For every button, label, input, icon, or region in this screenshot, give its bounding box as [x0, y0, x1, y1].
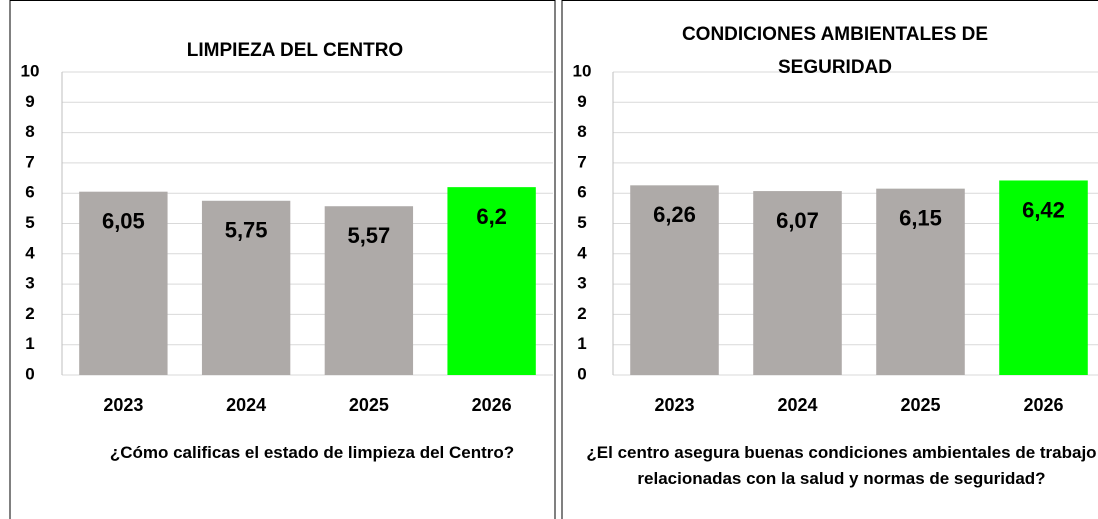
chart-title: LIMPIEZA DEL CENTRO: [186, 40, 404, 61]
data-label: 5,57: [347, 223, 390, 248]
bar: [201, 200, 291, 375]
axis-label: ¿Cómo calificas el estado de limpieza de…: [109, 443, 515, 462]
x-tick-label: 2025: [349, 395, 389, 415]
axis-label: ¿El centro asegura buenas condiciones am…: [586, 443, 1097, 488]
x-tick-label: 2026: [1023, 395, 1063, 415]
data-label: 5,75: [225, 218, 268, 243]
x-tick-label: 2023: [103, 395, 143, 415]
data-label: 6,26: [653, 202, 696, 227]
data-label: 6,05: [102, 208, 145, 233]
x-tick-label: 2024: [777, 395, 817, 415]
y-tick-label: 8: [577, 122, 586, 141]
bar: [753, 191, 842, 375]
bar: [324, 206, 414, 375]
y-tick-label: 3: [25, 274, 34, 293]
y-tick-label: 5: [25, 213, 34, 232]
y-tick-label: 0: [577, 364, 586, 383]
y-tick-label: 1: [577, 334, 586, 353]
panel-border: [561, 0, 1098, 519]
x-tick-label: 2026: [472, 395, 512, 415]
bar: [630, 185, 719, 375]
y-tick-label: 6: [577, 183, 586, 202]
y-tick-label: 4: [25, 243, 35, 262]
x-tick-label: 2025: [900, 395, 940, 415]
y-tick-label: 10: [573, 61, 592, 80]
data-label: 6,07: [776, 208, 819, 233]
y-tick-label: 9: [577, 92, 586, 111]
y-tick-label: 9: [25, 92, 34, 111]
panel-border: [9, 0, 556, 519]
y-tick-label: 2: [577, 304, 586, 323]
y-tick-label: 0: [25, 364, 34, 383]
y-tick-label: 10: [21, 61, 40, 80]
y-tick-label: 2: [25, 304, 34, 323]
y-tick-label: 6: [25, 183, 34, 202]
bar: [999, 180, 1088, 375]
data-label: 6,15: [899, 205, 942, 230]
data-label: 6,2: [476, 204, 507, 229]
x-tick-label: 2023: [654, 395, 694, 415]
y-tick-label: 7: [25, 152, 34, 171]
y-tick-label: 8: [25, 122, 34, 141]
bar: [79, 191, 168, 375]
y-tick-label: 7: [577, 152, 586, 171]
y-tick-label: 3: [577, 274, 586, 293]
bar: [447, 187, 536, 375]
bar: [876, 188, 965, 375]
x-tick-label: 2024: [226, 395, 266, 415]
y-tick-label: 4: [577, 243, 587, 262]
data-label: 6,42: [1022, 197, 1065, 222]
chart-title: CONDICIONES AMBIENTALES DE SEGURIDAD: [681, 24, 989, 78]
y-tick-label: 1: [25, 334, 34, 353]
y-tick-label: 5: [577, 213, 586, 232]
